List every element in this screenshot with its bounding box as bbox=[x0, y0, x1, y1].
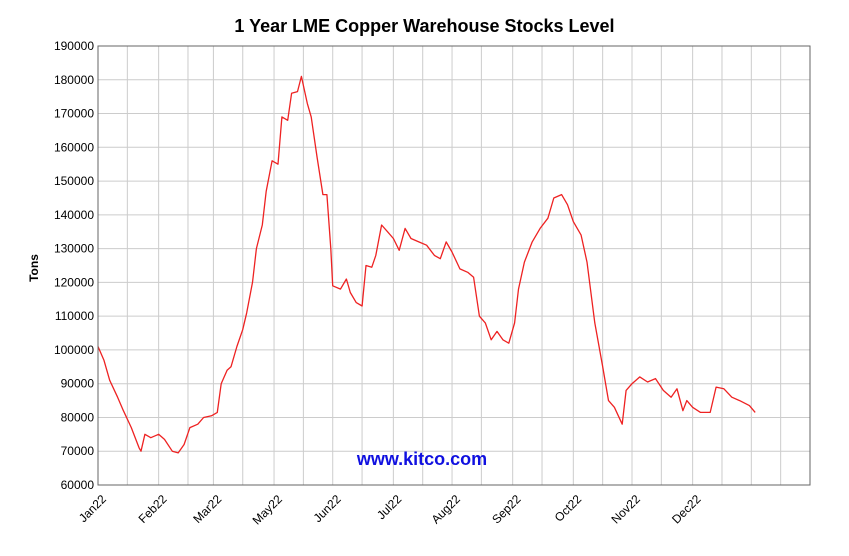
y-tick-label: 90000 bbox=[61, 377, 95, 391]
x-tick-label: Jan22 bbox=[76, 492, 109, 525]
y-tick-label: 150000 bbox=[54, 174, 94, 188]
y-tick-label: 170000 bbox=[54, 107, 94, 121]
y-tick-label: 100000 bbox=[54, 343, 94, 357]
y-tick-label: 60000 bbox=[61, 478, 95, 492]
y-axis-ticks: 190000 180000 170000 160000 150000 140000 1300… bbox=[54, 39, 94, 492]
grid-lines bbox=[98, 45, 810, 486]
x-tick-label: Aug22 bbox=[429, 492, 464, 527]
x-axis-ticks: Jan22 Feb22 Mar22 May22 Jun22 Jul22 Aug22 Sep22… bbox=[76, 492, 704, 528]
chart-title: 1 Year LME Copper Warehouse Stocks Level bbox=[234, 16, 615, 36]
y-tick-label: 70000 bbox=[61, 444, 95, 458]
y-tick-label: 110000 bbox=[55, 309, 94, 323]
y-tick-label: 160000 bbox=[54, 140, 94, 154]
y-tick-label: 120000 bbox=[54, 275, 94, 289]
y-tick-label: 180000 bbox=[54, 73, 94, 87]
series-line bbox=[97, 75, 756, 454]
plot-frame bbox=[97, 45, 811, 486]
series-group bbox=[97, 75, 756, 454]
x-tick-label: Feb22 bbox=[136, 492, 170, 526]
x-tick-label: Jun22 bbox=[311, 492, 344, 525]
x-tick-label: Oct22 bbox=[552, 492, 585, 525]
y-tick-label: 140000 bbox=[54, 208, 94, 222]
y-tick-label: 130000 bbox=[54, 242, 94, 256]
y-tick-label: 80000 bbox=[61, 410, 95, 424]
x-tick-label: Mar22 bbox=[190, 492, 224, 526]
x-tick-label: Sep22 bbox=[489, 492, 524, 527]
x-tick-label: Nov22 bbox=[609, 492, 644, 527]
y-axis-label: Tons bbox=[27, 254, 41, 282]
plot-area bbox=[98, 46, 810, 485]
watermark-text[interactable]: www.kitco.com bbox=[356, 449, 487, 469]
y-tick-label: 190000 bbox=[54, 39, 94, 53]
x-tick-label: Jul22 bbox=[374, 492, 404, 522]
x-tick-label: May22 bbox=[250, 492, 286, 528]
x-tick-label: Dec22 bbox=[669, 492, 704, 527]
